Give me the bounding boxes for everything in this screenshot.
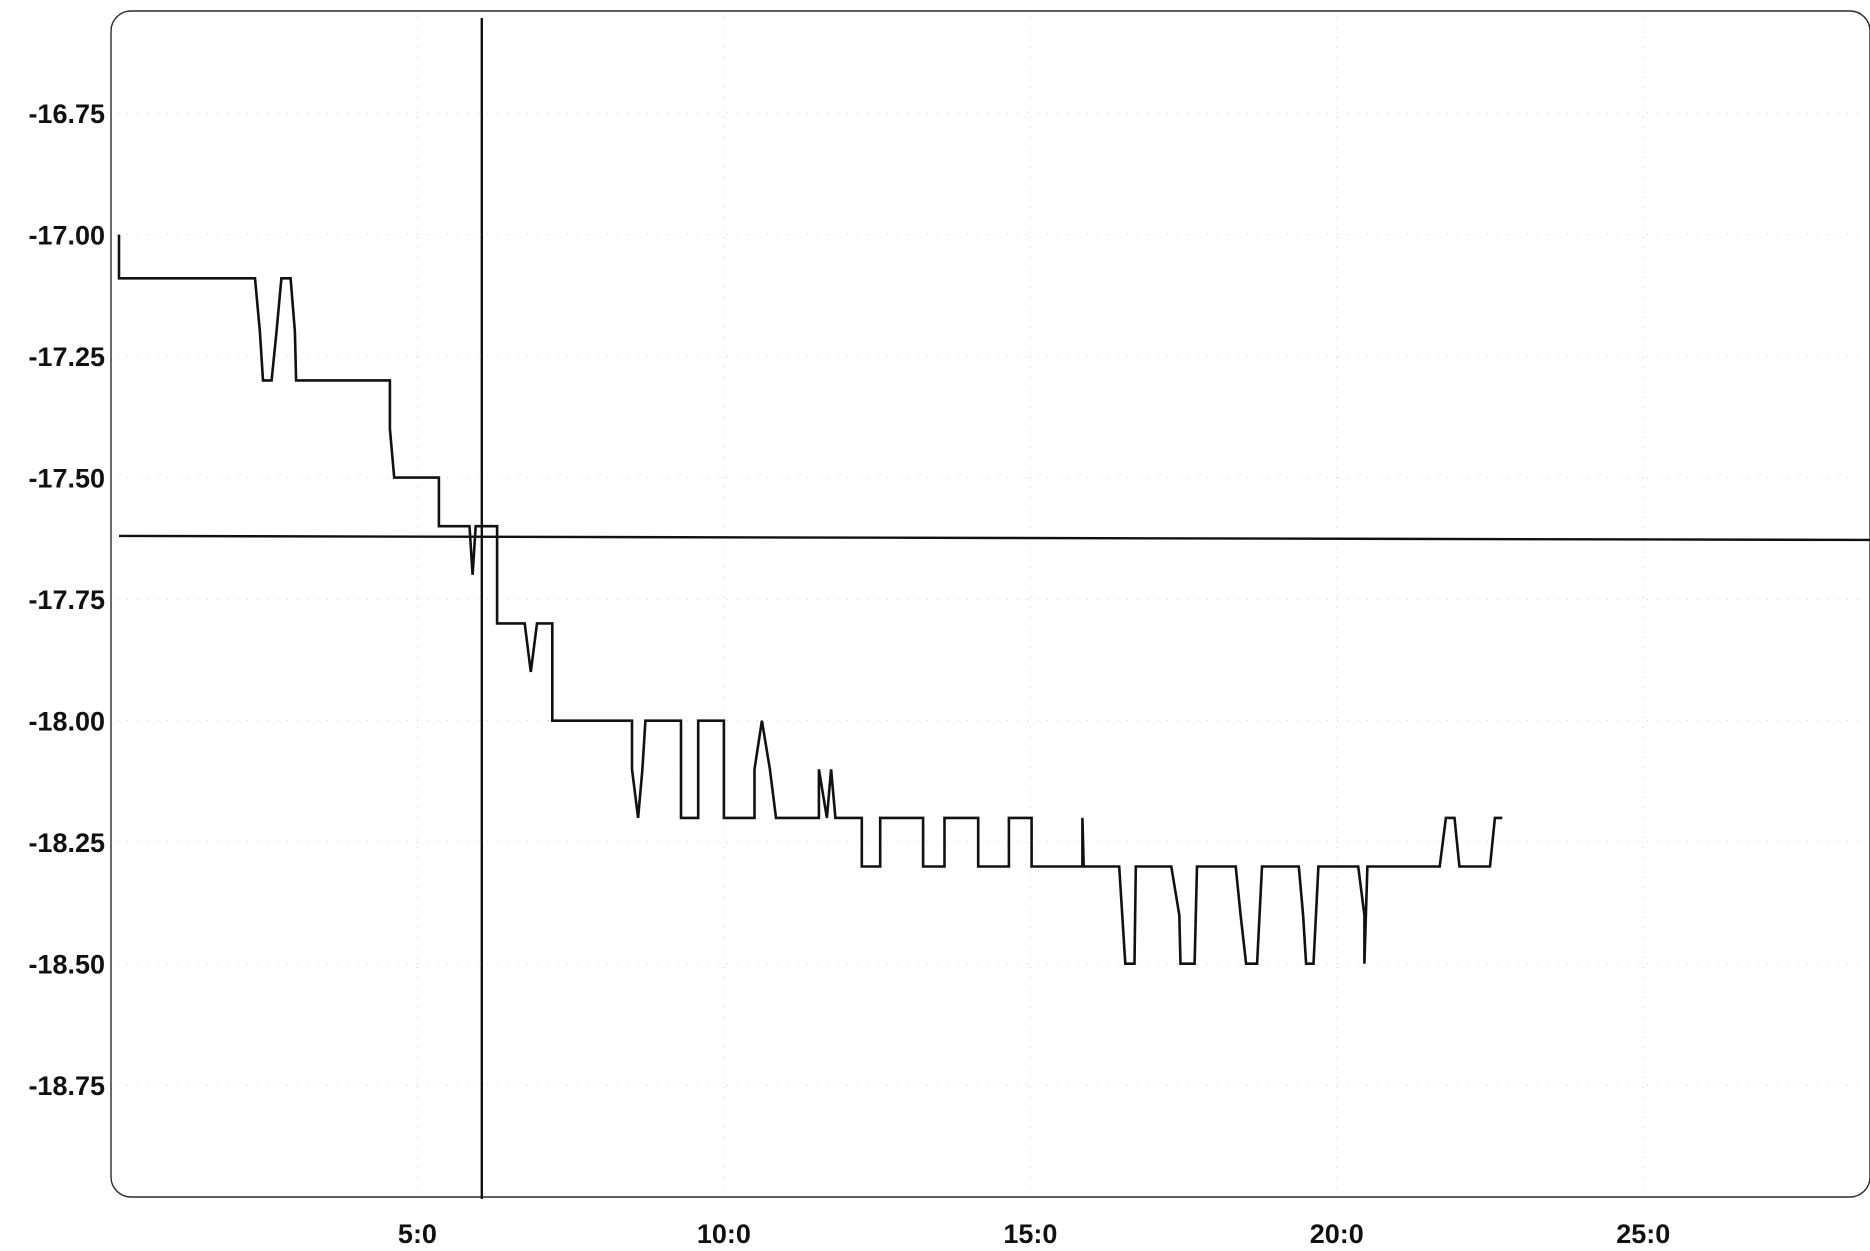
y-tick-label: -18.75 bbox=[28, 1071, 105, 1101]
y-tick-label: -16.75 bbox=[28, 99, 105, 129]
series-line bbox=[117, 234, 1503, 966]
y-tick-label: -17.75 bbox=[28, 585, 105, 615]
grid-layer bbox=[117, 17, 1864, 1191]
cursor-horizontal-line[interactable] bbox=[118, 534, 1870, 542]
x-tick-label: 15:0 bbox=[1003, 1219, 1057, 1249]
crosshair-cursor[interactable] bbox=[118, 18, 1870, 1199]
y-tick-label: -18.50 bbox=[28, 950, 105, 980]
x-tick-label: 25:0 bbox=[1616, 1219, 1670, 1249]
y-tick-label: -17.50 bbox=[28, 464, 105, 494]
series-layer bbox=[117, 234, 1503, 966]
y-tick-label: -18.25 bbox=[28, 828, 105, 858]
y-axis-tick-labels: -16.75 -17.00 -17.25 -17.50 -17.75 -18.00 -18.… bbox=[28, 99, 105, 1101]
y-tick-label: -17.25 bbox=[28, 342, 105, 372]
x-axis-tick-labels: 5:0 10:0 15:0 20:0 25:0 bbox=[398, 1219, 1670, 1249]
x-tick-label: 5:0 bbox=[398, 1219, 437, 1249]
y-tick-label: -18.00 bbox=[28, 707, 105, 737]
y-tick-label: -17.00 bbox=[28, 221, 105, 251]
plot-area bbox=[110, 10, 1870, 1198]
x-tick-label: 10:0 bbox=[697, 1219, 751, 1249]
x-tick-label: 20:0 bbox=[1310, 1219, 1364, 1249]
